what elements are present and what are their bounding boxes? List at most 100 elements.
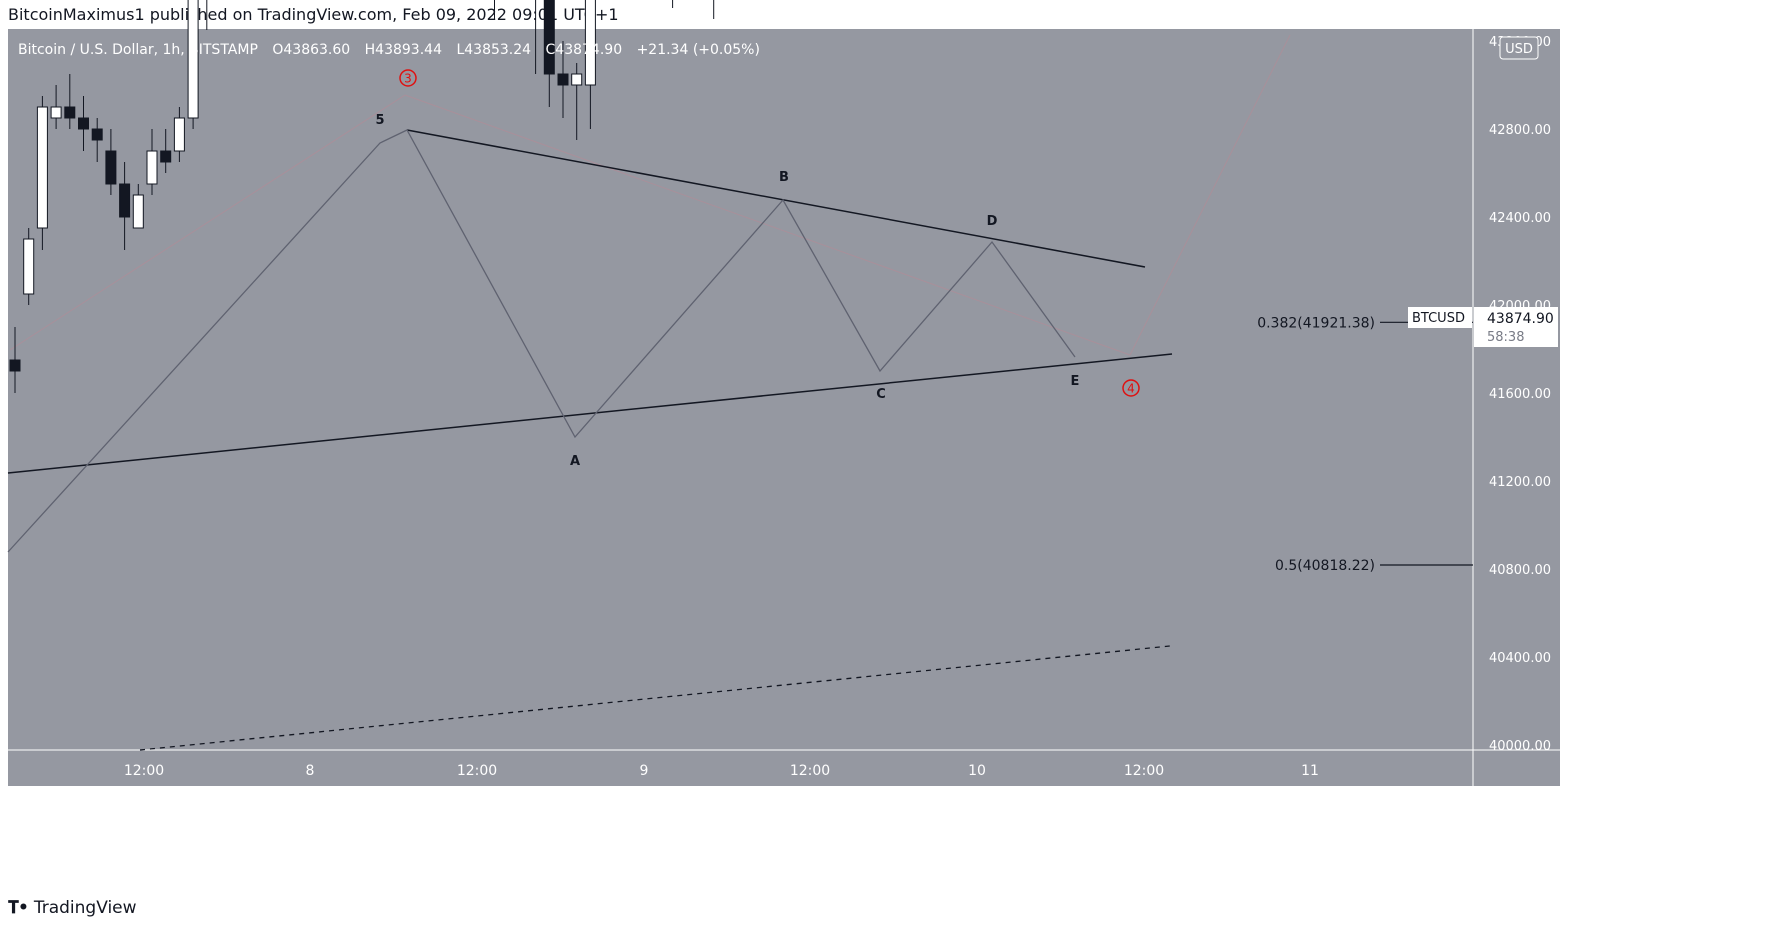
svg-text:Bitcoin / U.S. Dollar, 1h, BIT: Bitcoin / U.S. Dollar, 1h, BITSTAMP O438… (18, 42, 760, 58)
y-tick-label: 40400.00 (1489, 651, 1551, 666)
wave-channel-upper (9, 94, 406, 351)
candle-body (91, 128, 103, 141)
x-tick-label: 8 (306, 763, 315, 779)
symbol-name: Bitcoin / U.S. Dollar, 1h, BITSTAMP (18, 42, 258, 58)
fib-level-label: 0.5(40818.22) (1275, 558, 1375, 574)
close-value: 43874.90 (555, 42, 622, 58)
candle[interactable] (584, 0, 596, 129)
publisher-line: BitcoinMaximus1 published on TradingView… (8, 5, 619, 24)
open-value: 43863.60 (283, 42, 350, 58)
candle-body (78, 117, 89, 130)
x-tick-label: 12:00 (1124, 763, 1164, 779)
wave-label-circle (399, 69, 417, 87)
high-value: 43893.44 (375, 42, 442, 58)
candle-body (23, 238, 35, 295)
y-tick-label: 41600.00 (1489, 387, 1551, 402)
x-tick-label: 12:00 (124, 763, 164, 779)
wave-label-b: B (779, 170, 789, 185)
open-label: O (272, 42, 283, 58)
x-tick-label: 9 (640, 763, 649, 779)
candle[interactable] (202, 0, 212, 30)
wave-channel-diagonal (404, 94, 1131, 356)
candle[interactable] (91, 118, 103, 162)
high-label: H (365, 42, 376, 58)
candle[interactable] (64, 74, 76, 129)
candle[interactable] (105, 129, 117, 195)
time-axis-background (8, 750, 1560, 786)
candle-body (50, 106, 62, 119)
candle[interactable] (187, 0, 199, 129)
candle[interactable] (668, 0, 678, 8)
wave-label-d: D (987, 214, 998, 229)
y-tick-label: 40000.00 (1489, 739, 1551, 754)
dashed-support-line (139, 645, 1171, 751)
candle[interactable] (557, 41, 569, 118)
x-tick-label: 12:00 (790, 763, 830, 779)
price-tag-box (1474, 307, 1558, 347)
wave-label-circle (1122, 379, 1140, 397)
wave-label-number: 4 (1127, 382, 1135, 396)
price-tag-value: 43874.90 (1487, 311, 1554, 327)
candle[interactable] (119, 162, 131, 250)
countdown-value: 58:38 (1487, 330, 1524, 345)
candle[interactable] (146, 129, 158, 195)
candle-body (9, 359, 21, 372)
x-tick-label: 11 (1301, 763, 1319, 779)
tradingview-brand[interactable]: 𝐓• TradingView (8, 898, 137, 918)
y-tick-label: 42400.00 (1489, 211, 1551, 226)
candle-body (64, 106, 76, 119)
symbol-tag-box (1408, 307, 1472, 328)
currency-label: USD (1505, 42, 1533, 57)
symbol-tag-label: BTCUSD (1412, 311, 1465, 326)
y-tick-label: 40800.00 (1489, 563, 1551, 578)
candle[interactable] (160, 129, 172, 173)
candle-body (119, 183, 131, 218)
close-label: C (546, 42, 556, 58)
candle-body (132, 194, 144, 229)
currency-badge[interactable]: USD (1499, 36, 1539, 60)
candle[interactable] (78, 96, 89, 151)
candle-body (584, 0, 596, 86)
candle[interactable] (531, 0, 541, 74)
candle[interactable] (50, 85, 62, 129)
candle-body (187, 0, 199, 119)
wave-label-red-3: 3 (399, 69, 417, 87)
low-label: L (456, 42, 464, 58)
fib-level-label: 0.382(41921.38) (1257, 315, 1375, 331)
plot-background (8, 29, 1473, 750)
candle[interactable] (709, 0, 719, 19)
candle[interactable] (490, 0, 500, 19)
y-tick-label: 41200.00 (1489, 475, 1551, 490)
wave-label-red-4: 4 (1122, 379, 1140, 397)
candle[interactable] (543, 0, 555, 107)
low-value: 43853.24 (464, 42, 531, 58)
x-tick-label: 12:00 (457, 763, 497, 779)
wave-label-c: C (876, 387, 886, 402)
candle-body (105, 150, 117, 185)
candle[interactable] (173, 107, 185, 162)
last-price-tag: BTCUSD 43874.90 58:38 (1408, 307, 1558, 347)
candle-body (557, 73, 569, 86)
triangle-upper-line (406, 129, 1146, 268)
candle[interactable] (9, 327, 21, 393)
candle[interactable] (23, 228, 35, 305)
brand-name: TradingView (33, 898, 137, 918)
triangle-lower-line (7, 353, 1173, 474)
y-tick-label: 42800.00 (1489, 123, 1551, 138)
x-tick-label: 10 (968, 763, 986, 779)
wave-path (7, 129, 1076, 553)
candle-body (571, 73, 583, 86)
candle-body (160, 150, 172, 163)
change-value: +21.34 (+0.05%) (637, 42, 760, 58)
tradingview-logo-icon: 𝐓• (8, 898, 29, 918)
candle[interactable] (571, 63, 583, 140)
candle-body (36, 106, 48, 229)
candle-body (543, 0, 555, 75)
candle[interactable] (132, 184, 144, 229)
wave-label-number: 3 (404, 72, 412, 86)
price-axis-background (1473, 29, 1560, 750)
wave-label-e: E (1071, 374, 1080, 389)
candle-body (173, 117, 185, 152)
candle[interactable] (36, 96, 48, 250)
